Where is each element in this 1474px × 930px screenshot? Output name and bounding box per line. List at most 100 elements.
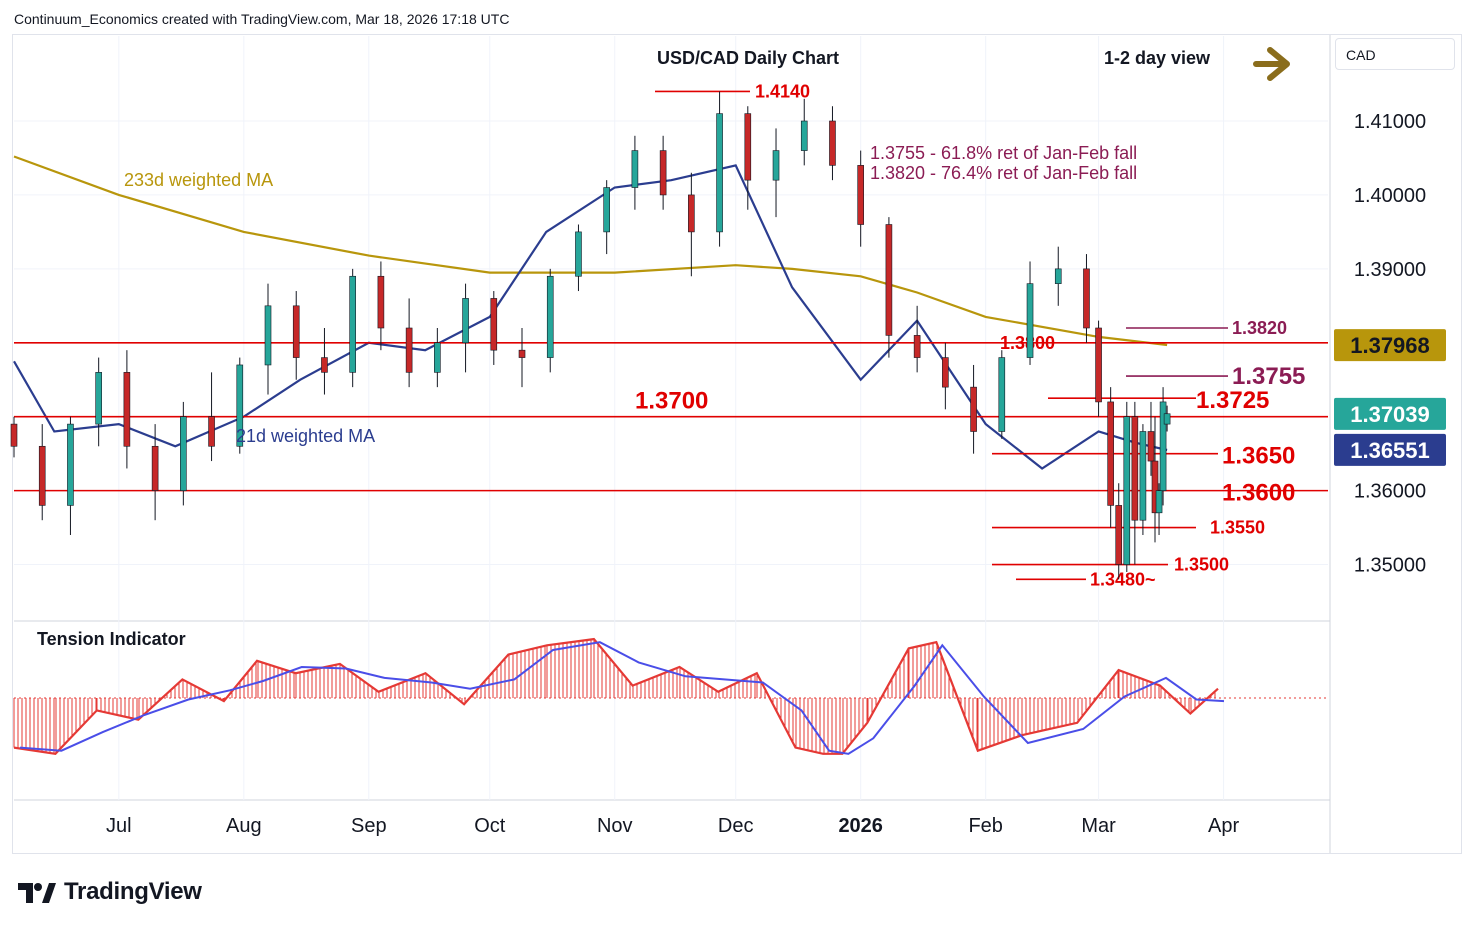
candle-body — [38, 445, 46, 506]
candle — [546, 268, 554, 373]
x-tick-label: 2026 — [838, 815, 883, 837]
candle-body — [998, 357, 1006, 432]
candle — [857, 150, 864, 247]
candle-body — [236, 364, 244, 447]
x-tick-label: Mar — [1081, 815, 1116, 837]
right-arrow-icon — [1253, 47, 1290, 81]
chart-title: USD/CAD Daily Chart — [657, 48, 839, 68]
candle — [67, 416, 74, 535]
ma233-line — [13, 155, 1168, 347]
candle-body — [1151, 460, 1159, 514]
price-tag-label: 1.37968 — [1350, 333, 1430, 358]
candle-body — [321, 357, 328, 373]
tension-line — [13, 637, 1219, 755]
view-label: 1-2 day view — [1104, 48, 1211, 68]
candle — [264, 283, 272, 395]
candle — [236, 357, 244, 454]
level-label: 1.3500 — [1174, 555, 1229, 575]
candle — [942, 342, 949, 410]
tension-signal-line — [19, 641, 1225, 755]
candle-body — [377, 275, 385, 329]
candle — [716, 91, 723, 247]
price-tag — [1334, 397, 1446, 430]
candle-body — [800, 120, 808, 151]
candle — [123, 350, 131, 469]
currency-selector[interactable]: CAD — [1335, 38, 1455, 70]
candle — [603, 180, 610, 255]
candle — [1083, 254, 1090, 343]
ma21-label: 21d weighted MA — [236, 426, 375, 446]
level-label: 1.3650 — [1222, 443, 1295, 470]
candle-body — [1123, 416, 1131, 565]
candle — [490, 291, 498, 365]
y-tick-label: 1.35000 — [1354, 555, 1426, 577]
candle-body — [913, 335, 921, 358]
candle-body — [744, 113, 752, 181]
axes: Jul Aug Sep Oct Nov Dec 2026 Feb Mar Apr 1.41000 1.… — [106, 111, 1446, 837]
currency-label: CAD — [1346, 47, 1376, 63]
level-label: 1.3480~ — [1090, 569, 1156, 589]
x-tick-label: Feb — [968, 815, 1002, 837]
candle-body — [603, 187, 610, 233]
candle — [95, 357, 102, 447]
candle-body — [1095, 327, 1102, 403]
price-tag-label: 1.37039 — [1350, 402, 1430, 427]
tradingview-logo[interactable]: TradingView — [16, 878, 202, 906]
candle — [377, 261, 385, 351]
fib-level-label: 1.3755 — [1232, 363, 1305, 390]
x-tick-label: Jul — [106, 815, 132, 837]
candle-body — [10, 423, 18, 447]
candle-body — [1115, 505, 1123, 565]
candle-body — [688, 194, 695, 233]
candle-body — [490, 298, 498, 351]
level-label: 1.4140 — [755, 81, 810, 101]
candle-body — [434, 342, 441, 373]
candle — [321, 328, 328, 395]
candle — [1159, 387, 1167, 506]
candle — [1095, 320, 1102, 417]
candle — [180, 401, 187, 506]
candle-body — [1159, 401, 1167, 491]
candle-body — [857, 165, 864, 225]
candle — [151, 424, 159, 521]
candle-body — [180, 416, 187, 491]
candle — [405, 298, 413, 388]
candle-body — [349, 275, 356, 373]
candle — [885, 217, 893, 358]
candle-body — [67, 423, 74, 506]
candle — [434, 328, 441, 388]
fib-level-label: 1.3820 — [1232, 318, 1287, 338]
fib-annotation-1: 1.3755 - 61.8% ret of Jan-Feb fall — [870, 143, 1137, 163]
level-label: 1.3700 — [635, 388, 708, 415]
candle-body — [546, 275, 554, 358]
candle-body — [1026, 283, 1034, 358]
candle-body — [970, 386, 977, 432]
candle-body — [631, 150, 639, 188]
candle — [829, 106, 836, 181]
candle-body — [208, 416, 215, 447]
price-chart: 1.41401.38001.37001.37251.36501.36001.35… — [10, 81, 1328, 589]
candle — [772, 128, 780, 218]
candle-body — [405, 327, 413, 373]
candle-body — [1139, 431, 1147, 521]
x-tick-label: Oct — [474, 815, 506, 837]
level-label: 1.3725 — [1196, 387, 1269, 414]
candle-body — [292, 305, 300, 358]
price-tag — [1334, 433, 1446, 466]
candle — [10, 416, 18, 458]
candle — [659, 135, 667, 210]
candle-body — [462, 298, 469, 344]
candle — [518, 328, 526, 388]
candle — [631, 135, 639, 210]
candle — [1155, 483, 1163, 535]
candle-body — [829, 120, 836, 166]
candle — [349, 268, 356, 388]
candle-body — [1054, 268, 1062, 284]
candle — [1139, 424, 1147, 535]
candle-body — [1155, 490, 1163, 514]
y-tick-label: 1.39000 — [1354, 259, 1426, 281]
candle-body — [518, 349, 526, 358]
y-tick-label: 1.36000 — [1354, 481, 1426, 503]
candle — [1054, 246, 1062, 306]
candle-body — [716, 113, 723, 233]
